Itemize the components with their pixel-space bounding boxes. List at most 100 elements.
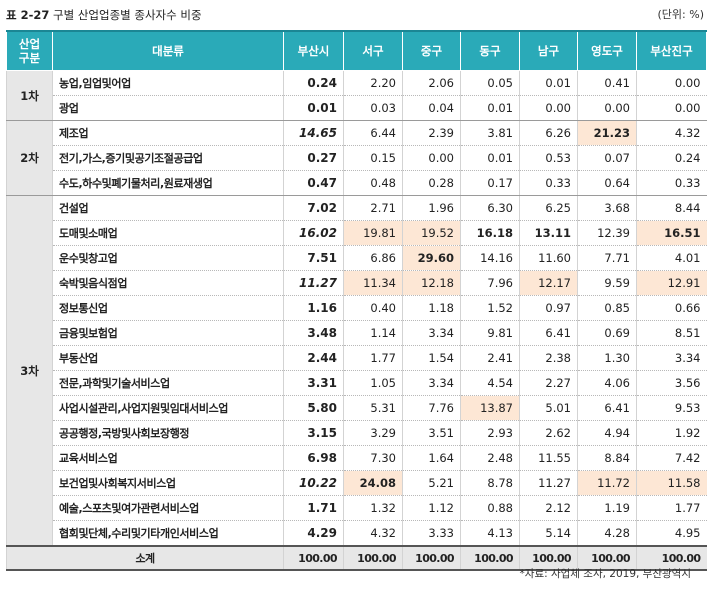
district-value-cell: 2.20 (343, 70, 403, 96)
district-value-cell: 7.71 (577, 245, 637, 271)
header-cell: 남구 (519, 30, 578, 71)
district-value-cell: 0.07 (577, 145, 637, 171)
busan-value-cell: 7.02 (283, 195, 344, 221)
district-value-cell: 0.64 (577, 170, 637, 196)
header-cell: 서구 (343, 30, 403, 71)
district-value-cell: 1.19 (577, 495, 637, 521)
district-value-cell: 0.01 (460, 145, 520, 171)
district-value-cell: 12.17 (519, 270, 578, 296)
district-value-cell: 4.28 (577, 520, 637, 547)
district-value-cell: 0.53 (519, 145, 578, 171)
industry-name-cell: 공공행정,국방및사회보장행정 (52, 420, 284, 446)
district-value-cell: 7.96 (460, 270, 520, 296)
district-value-cell: 6.41 (577, 395, 637, 421)
district-value-cell: 12.91 (636, 270, 707, 296)
header-cell: 영도구 (577, 30, 637, 71)
district-value-cell: 0.40 (343, 295, 403, 321)
district-value-cell: 12.18 (402, 270, 461, 296)
district-value-cell: 24.08 (343, 470, 403, 496)
table-row: 숙박및음식점업 11.27 11.34 12.18 7.96 12.17 9.59 12.91 (7, 270, 707, 296)
industry-name-cell: 전기,가스,증기및공기조절공급업 (52, 145, 284, 171)
district-value-cell: 0.97 (519, 295, 578, 321)
table-number: 표 2-27 (6, 8, 50, 22)
district-value-cell: 3.34 (402, 370, 461, 396)
district-value-cell: 3.56 (636, 370, 707, 396)
header-row: 산업 구분 대분류 부산시 서구 중구 동구 남구 영도구 부산진구 (6, 30, 707, 71)
district-value-cell: 0.15 (343, 145, 403, 171)
district-value-cell: 2.41 (460, 345, 520, 371)
table-row: 전기,가스,증기및공기조절공급업 0.27 0.15 0.00 0.01 0.53 0.07… (7, 145, 707, 171)
busan-value-cell: 5.80 (283, 395, 344, 421)
header-cell: 산업 구분 (6, 30, 53, 71)
district-value-cell: 2.12 (519, 495, 578, 521)
table-row: 협회및단체,수리및기타개인서비스업 4.29 4.32 3.33 4.13 5.14 4.2… (7, 520, 707, 547)
district-value-cell: 4.13 (460, 520, 520, 547)
district-value-cell: 1.96 (402, 195, 461, 221)
table-row: 금융및보험업 3.48 1.14 3.34 9.81 6.41 0.69 8.51 (7, 320, 707, 346)
industry-name-cell: 사업시설관리,사업지원및임대서비스업 (52, 395, 284, 421)
district-value-cell: 13.11 (519, 220, 578, 246)
industry-name-cell: 금융및보험업 (52, 320, 284, 346)
district-value-cell: 3.29 (343, 420, 403, 446)
district-value-cell: 0.33 (636, 170, 707, 196)
district-value-cell: 0.00 (402, 145, 461, 171)
busan-value-cell: 3.15 (283, 420, 344, 446)
district-value-cell: 14.16 (460, 245, 520, 271)
busan-value-cell: 6.98 (283, 445, 344, 471)
total-value-cell: 100.00 (636, 545, 707, 571)
total-row: 소계 100.00 100.00 100.00 100.00 100.00 100.00 10… (6, 545, 707, 571)
busan-value-cell: 14.65 (283, 120, 344, 146)
busan-value-cell: 7.51 (283, 245, 344, 271)
district-value-cell: 3.34 (636, 345, 707, 371)
district-value-cell: 0.24 (636, 145, 707, 171)
district-value-cell: 16.18 (460, 220, 520, 246)
industry-name-cell: 숙박및음식점업 (52, 270, 284, 296)
district-value-cell: 2.48 (460, 445, 520, 471)
district-value-cell: 5.01 (519, 395, 578, 421)
district-value-cell: 16.51 (636, 220, 707, 246)
district-value-cell: 0.28 (402, 170, 461, 196)
district-value-cell: 1.77 (343, 345, 403, 371)
industry-name-cell: 도매및소매업 (52, 220, 284, 246)
table-row: 3차 건설업 7.02 2.71 1.96 6.30 6.25 3.68 8.44 (6, 195, 707, 547)
busan-value-cell: 0.27 (283, 145, 344, 171)
district-value-cell: 0.01 (519, 70, 578, 96)
district-value-cell: 1.14 (343, 320, 403, 346)
district-value-cell: 4.32 (636, 120, 707, 146)
header-cell: 부산진구 (636, 30, 707, 71)
busan-value-cell: 2.44 (283, 345, 344, 371)
district-value-cell: 0.48 (343, 170, 403, 196)
busan-value-cell: 3.31 (283, 370, 344, 396)
table-row: 광업 0.01 0.03 0.04 0.01 0.00 0.00 0.00 (7, 95, 707, 121)
district-value-cell: 11.72 (577, 470, 637, 496)
sector-group-cell: 1차 (6, 70, 53, 121)
total-value-cell: 100.00 (343, 545, 403, 571)
busan-value-cell: 1.16 (283, 295, 344, 321)
district-value-cell: 0.33 (519, 170, 578, 196)
district-value-cell: 0.88 (460, 495, 520, 521)
district-value-cell: 1.12 (402, 495, 461, 521)
district-value-cell: 6.44 (343, 120, 403, 146)
industry-name-cell: 건설업 (52, 195, 284, 221)
district-value-cell: 6.41 (519, 320, 578, 346)
district-value-cell: 4.06 (577, 370, 637, 396)
district-value-cell: 2.39 (402, 120, 461, 146)
total-busan-cell: 100.00 (283, 545, 344, 571)
industry-name-cell: 부동산업 (52, 345, 284, 371)
district-value-cell: 0.17 (460, 170, 520, 196)
industry-share-table: 산업 구분 대분류 부산시 서구 중구 동구 남구 영도구 부산진구 1차 농업,… (6, 30, 707, 571)
industry-name-cell: 예술,스포츠및여가관련서비스업 (52, 495, 284, 521)
table-row: 수도,하수및폐기물처리,원료재생업 0.47 0.48 0.28 0.17 0.33 0.6… (7, 170, 707, 196)
district-value-cell: 4.32 (343, 520, 403, 547)
district-value-cell: 11.27 (519, 470, 578, 496)
header-cell: 동구 (460, 30, 520, 71)
district-value-cell: 6.86 (343, 245, 403, 271)
district-value-cell: 0.00 (636, 95, 707, 121)
industry-name-cell: 보건업및사회복지서비스업 (52, 470, 284, 496)
district-value-cell: 1.77 (636, 495, 707, 521)
header-cell: 중구 (402, 30, 461, 71)
busan-value-cell: 0.47 (283, 170, 344, 196)
table-row: 예술,스포츠및여가관련서비스업 1.71 1.32 1.12 0.88 2.12 1.19 1… (7, 495, 707, 521)
district-value-cell: 2.62 (519, 420, 578, 446)
district-value-cell: 0.41 (577, 70, 637, 96)
